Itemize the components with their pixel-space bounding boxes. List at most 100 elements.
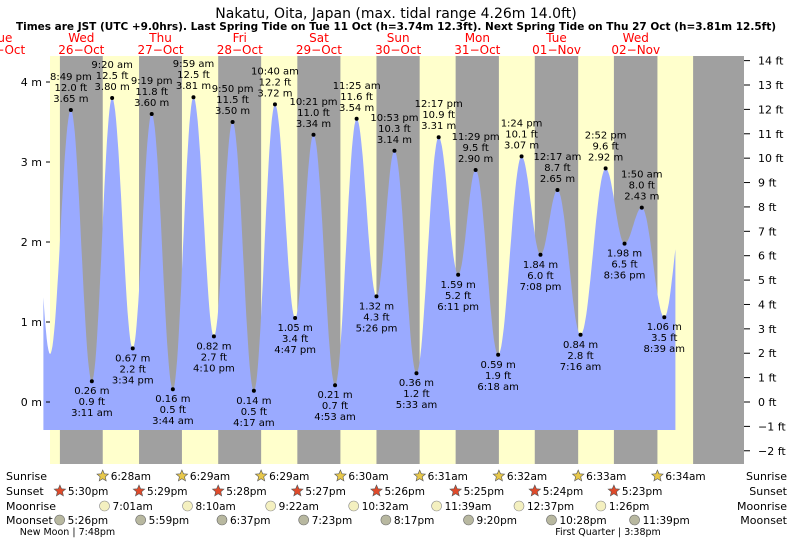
row-label-right: Sunset: [749, 485, 787, 498]
tide-ft-label: 0.9 ft: [79, 397, 105, 408]
tide-ft-label: 12.2 ft: [259, 77, 292, 88]
day-header-weekday: Tue: [0, 31, 12, 45]
moonrise-icon: [348, 500, 359, 512]
tide-time-label: 1:50 am: [621, 170, 663, 181]
tide-point: [374, 294, 379, 299]
moonset-time: 7:23pm: [312, 515, 352, 527]
tide-ft-label: 12.5 ft: [96, 71, 129, 82]
sunset-icon: [290, 484, 304, 497]
y-tick-label-ft: 6 ft: [758, 250, 777, 263]
tide-point: [89, 379, 94, 384]
day-header-date: 31−Oct: [454, 43, 500, 57]
row-label-left: Moonrise: [6, 500, 56, 513]
sunset-time: 5:28pm: [226, 486, 266, 498]
tide-point: [603, 166, 608, 171]
y-tick-label-ft: 10 ft: [758, 152, 784, 165]
moon-phase-label: First Quarter | 3:38pm: [555, 527, 661, 538]
moonset-icon: [463, 514, 474, 526]
tide-ft-label: 11.6 ft: [340, 92, 373, 103]
tide-m-label: 3.14 m: [377, 135, 412, 146]
day-header-weekday: Sun: [387, 31, 410, 45]
tide-m-label: 3.54 m: [339, 103, 374, 114]
day-header-weekday: Sat: [309, 31, 329, 45]
sunset-icon: [607, 484, 621, 497]
tide-ft-label: 11.5 ft: [216, 95, 249, 106]
tide-point: [555, 188, 560, 192]
tide-time-label: 9:20 am: [91, 60, 133, 71]
tide-m-label: 1.59 m: [441, 280, 476, 291]
tide-time-label: 9:50 pm: [212, 84, 254, 95]
tide-point: [211, 334, 216, 339]
y-tick-label-m: 1 m: [21, 316, 42, 329]
y-tick-label-m: 3 m: [21, 156, 42, 169]
sunrise-time: 6:33am: [586, 471, 626, 483]
y-tick-label-ft: 11 ft: [758, 128, 784, 141]
y-tick-label-ft: 3 ft: [758, 323, 777, 336]
tide-m-label: 2.90 m: [458, 154, 493, 165]
sunrise-icon: [254, 469, 268, 482]
tide-time-label: 8:36 pm: [604, 271, 646, 282]
tide-m-label: 3.72 m: [257, 88, 292, 99]
sunrise-time: 6:32am: [507, 471, 547, 483]
tide-m-label: 1.05 m: [278, 323, 313, 334]
tide-time-label: 5:26 pm: [356, 323, 398, 334]
tide-curve: [43, 97, 676, 430]
tide-point: [414, 371, 419, 376]
tide-time-label: 8:49 pm: [50, 72, 92, 83]
sunrise-time: 6:29am: [269, 471, 309, 483]
tide-point: [311, 132, 316, 137]
tide-ft-label: 0.5 ft: [160, 405, 186, 416]
moonrise-time: 7:01am: [113, 501, 153, 513]
tide-time-label: 4:10 pm: [193, 363, 235, 374]
y-tick-label-m: 2 m: [21, 236, 42, 249]
row-label-left: Sunrise: [6, 470, 47, 483]
y-tick-label-ft: 7 ft: [758, 225, 777, 238]
tide-point: [130, 346, 135, 351]
moonset-time: 10:28pm: [560, 515, 607, 527]
tide-point: [251, 388, 256, 393]
sunrise-time: 6:30am: [348, 471, 388, 483]
tide-m-label: 3.07 m: [504, 140, 539, 151]
tide-time-label: 10:53 pm: [370, 113, 418, 124]
tide-ft-label: 5.2 ft: [445, 291, 471, 302]
tide-time-label: 9:19 pm: [131, 76, 173, 87]
moonrise-icon: [513, 500, 525, 512]
y-tick-label-ft: 0 ft: [758, 396, 777, 409]
row-label-right: Moonset: [740, 514, 787, 527]
sunset-icon: [370, 484, 383, 497]
tide-time-label: 6:11 pm: [437, 302, 479, 313]
tide-ft-label: 8.0 ft: [629, 181, 655, 192]
tide-m-label: 0.26 m: [74, 386, 109, 397]
tide-time-label: 9:59 am: [173, 59, 215, 70]
y-tick-label-ft: 4 ft: [758, 298, 777, 311]
sunset-time: 5:27pm: [305, 486, 345, 498]
sunrise-icon: [650, 469, 664, 482]
tide-ft-label: 8.7 ft: [544, 163, 570, 174]
moonrise-time: 12:37pm: [527, 501, 574, 513]
moonset-time: 5:59pm: [149, 515, 189, 527]
tide-point: [191, 95, 196, 100]
y-tick-label-ft: 13 ft: [758, 79, 784, 92]
y-tick-label-ft: 1 ft: [758, 372, 777, 385]
sunset-icon: [449, 484, 463, 497]
sunrise-time: 6:31am: [428, 471, 468, 483]
sunset-icon: [132, 484, 146, 497]
day-header-date: 29−Oct: [296, 43, 342, 57]
tide-time-label: 4:17 am: [233, 418, 275, 429]
row-label-right: Sunrise: [746, 470, 787, 483]
day-header-weekday: Fri: [233, 31, 247, 45]
tide-ft-label: 9.6 ft: [592, 141, 618, 152]
astronomy-rows: Sunrise Sunrise Sunset Sunset Moonrise Moonri…: [6, 469, 788, 538]
tide-time-label: 8:39 am: [644, 344, 686, 355]
tide-point: [662, 315, 667, 320]
y-tick-label-ft: 8 ft: [758, 201, 777, 214]
moonset-time: 9:20pm: [477, 515, 517, 527]
moonrise-icon: [99, 500, 110, 512]
moonset-icon: [546, 514, 557, 526]
tide-point: [110, 96, 115, 100]
tide-ft-label: 3.4 ft: [282, 334, 308, 345]
moonrise-icon: [595, 500, 607, 512]
tide-ft-label: 1.9 ft: [485, 371, 511, 382]
